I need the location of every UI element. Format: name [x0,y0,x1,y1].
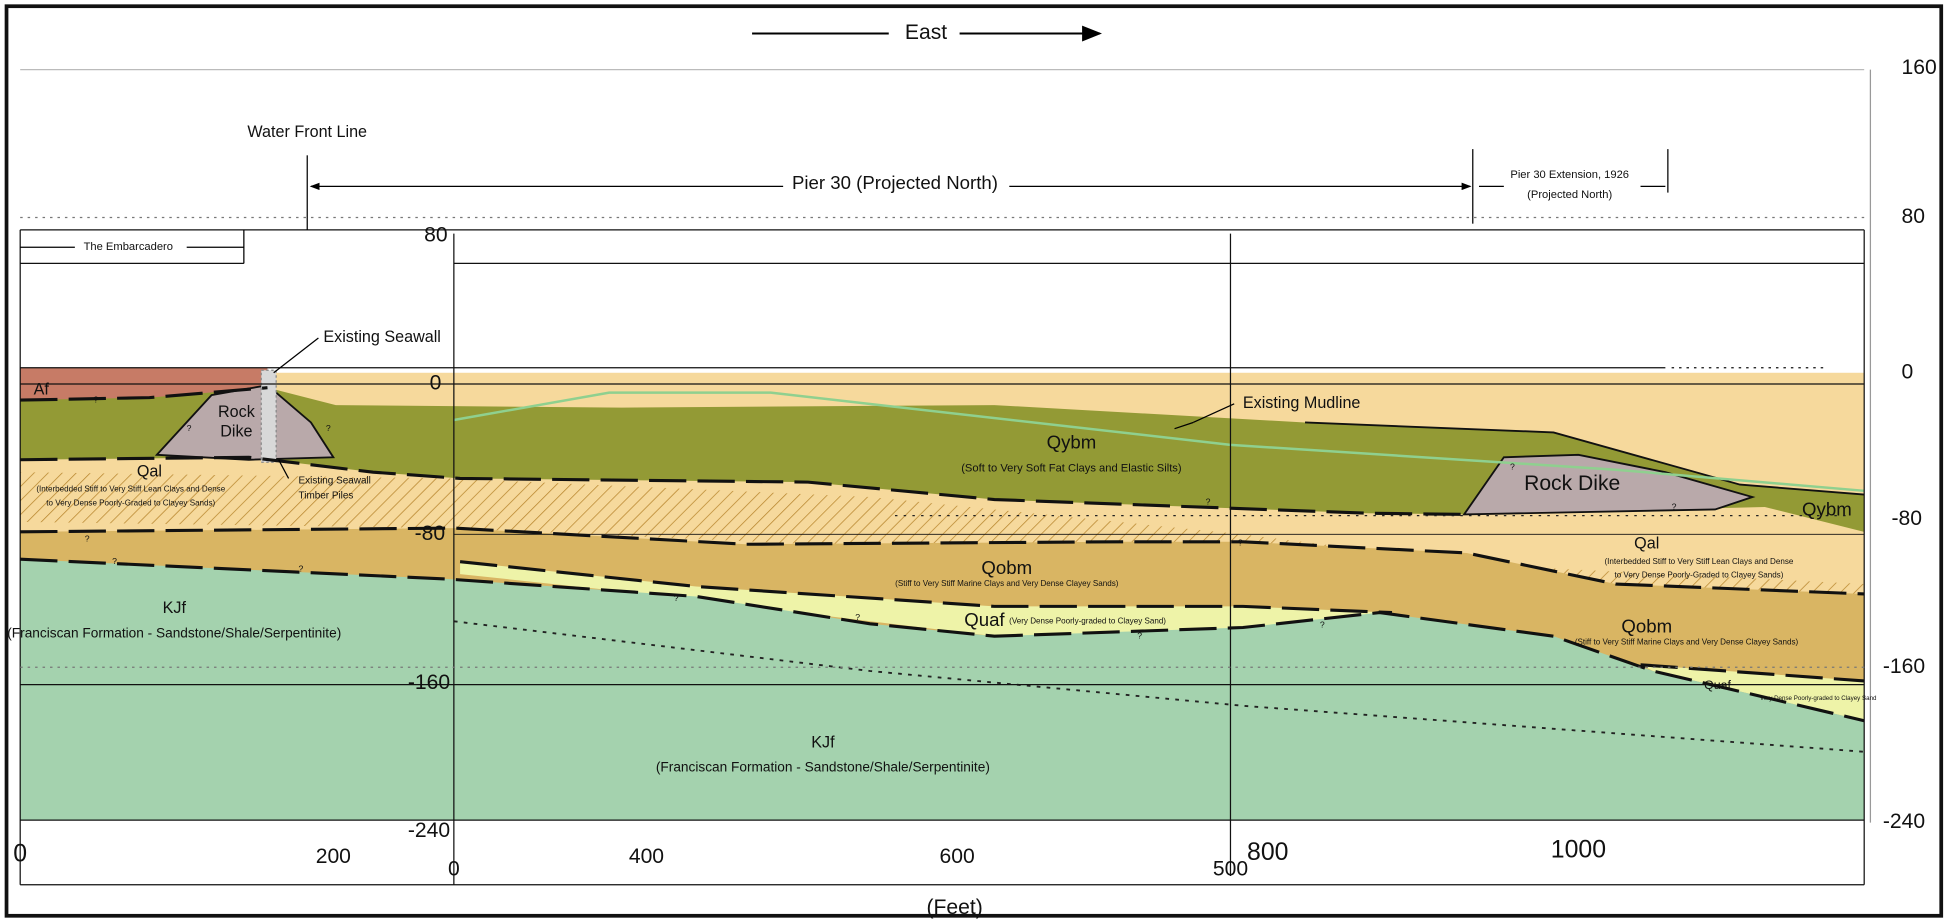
question-mark: ? [326,423,331,433]
distance-label: 1000 [1551,837,1606,864]
annotation: Existing Seawall [299,476,371,487]
question-mark: ? [299,563,304,573]
question-mark: ? [187,423,192,433]
elevation-label: 80 [424,224,447,247]
annotation: Water Front Line [247,123,367,141]
question-mark: ? [855,612,860,622]
question-mark: ? [1510,462,1515,472]
elevation-label: 160 [1901,56,1936,79]
unit-description: (Stiff to Very Stiff Marine Clays and Ve… [895,579,1119,588]
page-body: East 160 80 0 -80 -160 -240 80 0 -80 -16… [0,0,1949,922]
distance-label: 600 [939,845,974,868]
annotation: The Embarcadero [84,241,173,253]
distance-label: 200 [316,845,351,868]
direction: East [905,21,947,44]
annotation: Existing Seawall [323,328,441,346]
unit-name: Af [34,380,50,398]
cross-section: East 160 80 0 -80 -160 -240 80 0 -80 -16… [0,0,1949,922]
unit-name: Qobm [1621,615,1672,636]
page: Geologic Cross Section {"header": {"dire… [0,0,1949,922]
unit-description: to Very Dense Poorly-Graded to Clayey Sa… [46,498,215,507]
unit-name: Qybm [1047,432,1097,453]
annotation: Existing Mudline [1243,394,1361,412]
unit-name: KJf [163,599,187,617]
unit-description: (Soft to Very Soft Fat Clays and Elastic… [961,462,1182,474]
elevation-label: -240 [408,819,450,842]
question-mark: ? [94,394,99,404]
distance-label: 400 [629,845,664,868]
annotation: (Projected North) [1527,189,1612,201]
annotation: Dike [220,423,252,441]
distance-label: 800 [1247,839,1288,866]
unit-name: KJf [811,733,835,751]
unit-description: (Franciscan Formation - Sandstone/Shale/… [656,760,990,775]
question-mark: ? [1137,631,1142,641]
unit-description: to Very Dense Poorly-Graded to Clayey Sa… [1614,570,1783,579]
elevation-label: 0 [1901,360,1913,383]
elevation-label: -160 [1883,655,1925,678]
elevation-label: -80 [415,522,446,545]
question-mark: ? [1320,619,1325,629]
axis-unit: (Feet) [926,896,982,919]
unit-name: Quaf [1704,678,1731,692]
unit-name: Qobm [981,557,1032,578]
unit-description: (Interbedded Stiff to Very Stiff Lean Cl… [1605,557,1794,566]
question-mark: ? [1238,537,1243,547]
question-mark: ? [674,593,679,603]
question-mark: ? [1206,496,1211,506]
elevation-label: -240 [1883,810,1925,833]
annotation: Pier 30 Extension, 1926 [1510,169,1629,181]
question-mark: ? [112,556,117,566]
unit-name: Qybm [1802,499,1852,520]
unit-description: Very Dense Poorly-graded to Clayey Sand [1760,695,1877,702]
unit-name: Quaf [964,609,1005,630]
unit-description: (Very Dense Poorly-graded to Clayey Sand… [1009,616,1166,625]
annotation: Timber Piles [299,490,354,501]
distance-label: 0 [13,840,27,867]
elevation-label: 0 [430,372,442,395]
geology [20,368,1864,820]
unit-name: Qal [137,462,162,480]
elevation-label: 80 [1901,205,1924,228]
unit-description: (Interbedded Stiff to Very Stiff Lean Cl… [36,485,225,494]
unit-description: (Stiff to Very Stiff Marine Clays and Ve… [1575,638,1799,647]
unit-description: (Franciscan Formation - Sandstone/Shale/… [7,625,341,640]
elevation-label: -160 [408,671,450,694]
annotation: Rock Dike [1524,472,1620,495]
question-mark: ? [85,534,90,544]
unit-name: Qal [1634,535,1659,553]
question-mark: ? [1672,501,1677,511]
annotation: Rock [218,403,256,421]
inner-distance-label: 500 [1213,857,1248,880]
annotation: Pier 30 (Projected North) [792,172,998,193]
elevation-label: -80 [1892,507,1923,530]
inner-distance-label: 0 [448,857,460,880]
